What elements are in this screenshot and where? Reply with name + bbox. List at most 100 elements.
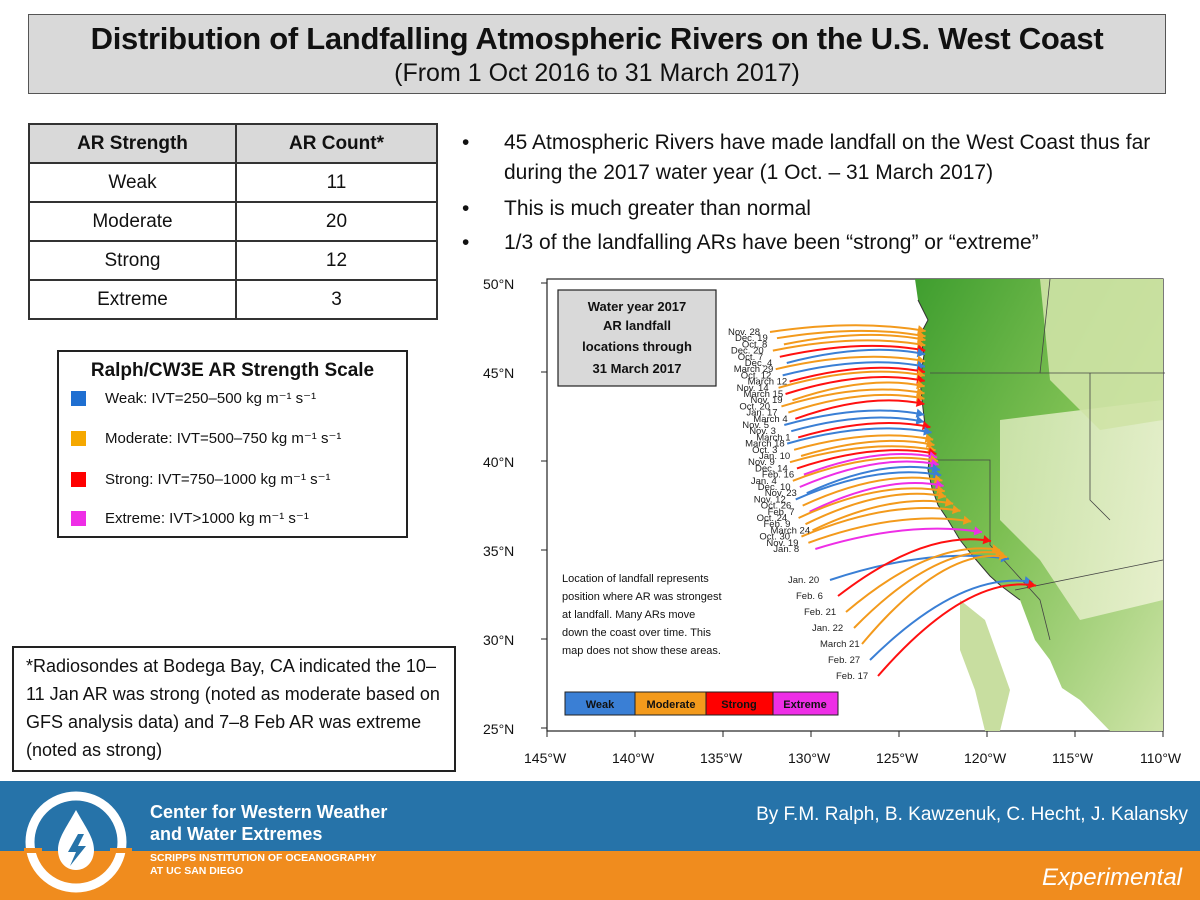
ar-date-label: Oct. 8: [742, 339, 767, 350]
cw3e-logo-icon: [24, 791, 132, 893]
authors-credit: By F.M. Ralph, B. Kawzenuk, C. Hecht, J.…: [756, 804, 1188, 825]
ar-arrow: [845, 547, 1001, 613]
table-cell-strength: Moderate: [28, 201, 237, 242]
ar-arrow: [786, 348, 926, 364]
lat-label: 45°N: [483, 365, 514, 381]
ar-arrow: [792, 456, 939, 482]
legend-label: Extreme: [783, 699, 826, 711]
strength-scale-box: Ralph/CW3E AR Strength Scale Weak: IVT=2…: [57, 350, 408, 538]
ar-arrowhead: [921, 421, 931, 431]
org-affiliation-line: AT UC SAN DIEGO: [150, 865, 244, 877]
lon-label: 110°W: [1140, 750, 1182, 766]
ar-arrow: [796, 449, 937, 470]
lon-label: 145°W: [524, 750, 567, 766]
ar-arrowhead: [1027, 579, 1036, 589]
ar-date-label: Feb. 7: [768, 507, 795, 518]
ar-arrow: [769, 324, 926, 333]
ar-arrowhead: [962, 515, 972, 525]
lon-label: 115°W: [1052, 750, 1094, 766]
ar-date-label: March 24: [771, 525, 811, 536]
ar-arrow: [806, 465, 941, 495]
map-legend: Weak Moderate Strong Extreme: [564, 691, 839, 716]
ar-arrow: [812, 499, 954, 532]
ar-date-label: March 4: [753, 414, 787, 425]
ar-arrowhead: [932, 469, 942, 479]
ar-arrowhead: [916, 380, 925, 390]
ar-arrow: [837, 538, 992, 597]
ar-arrow: [815, 527, 983, 550]
ar-arrow: [794, 399, 925, 420]
experimental-label: Experimental: [1041, 864, 1182, 891]
ar-date-label: Jan. 17: [746, 408, 777, 419]
ar-arrow: [792, 381, 925, 402]
bullet-item: 1/3 of the landfalling ARs have been “st…: [462, 228, 1192, 258]
ar-date-label: Nov. 28: [728, 327, 760, 338]
ar-date-label: Jan. 10: [759, 451, 790, 462]
ar-date-label: Oct. 12: [741, 370, 772, 381]
footer-band: [0, 781, 1200, 851]
org-name: Center for Western Weather and Water Ext…: [150, 801, 387, 845]
ar-arrow: [784, 409, 925, 426]
table-cell-count: 12: [235, 240, 438, 281]
ar-arrow: [797, 421, 931, 439]
ar-date-label: March 15: [744, 389, 784, 400]
ar-date-label: Jan. 20: [788, 575, 819, 586]
table-row: Moderate 20: [28, 201, 438, 242]
ar-date-label: Jan. 8: [773, 544, 799, 555]
table-cell-count: 11: [235, 162, 438, 203]
scale-item-strong: Strong: IVT=750–1000 kg m⁻¹ s⁻¹: [71, 470, 331, 488]
ar-date-label: Feb. 6: [796, 591, 823, 602]
ar-date-label: Oct. 3: [752, 445, 777, 456]
ar-date-label: Nov. 3: [749, 426, 776, 437]
ar-landfall-map: 50°N 45°N 40°N 35°N 30°N 25°N 145°W 140°…: [483, 276, 1182, 766]
ar-date-label: Dec. 19: [735, 333, 768, 344]
page-subtitle: (From 1 Oct 2016 to 31 March 2017): [394, 59, 800, 87]
ar-arrowhead: [923, 426, 932, 436]
ar-arrowhead: [925, 438, 935, 448]
table-header-count: AR Count*: [235, 123, 438, 164]
summary-bullets: 45 Atmospheric Rivers have made landfall…: [462, 128, 1192, 258]
scale-label: Moderate: IVT=500–750 kg m⁻¹ s⁻¹: [105, 430, 342, 447]
lat-label: 35°N: [483, 543, 514, 559]
ar-date-label: March 29: [734, 364, 774, 375]
title-box: Distribution of Landfalling Atmospheric …: [28, 14, 1166, 94]
ar-arrow: [779, 344, 926, 358]
ar-arrowhead: [924, 433, 934, 443]
ar-date-label: Nov. 12: [754, 494, 786, 505]
org-name-line: and Water Extremes: [150, 824, 323, 844]
table-cell-count: 20: [235, 201, 438, 242]
ar-date-label: Feb. 27: [828, 655, 860, 666]
bullet-item: This is much greater than normal: [462, 194, 1192, 224]
map-caption-line: at landfall. Many ARs move: [562, 609, 695, 621]
org-affiliation: SCRIPPS INSTITUTION OF OCEANOGRAPHY AT U…: [150, 852, 376, 878]
ar-arrow: [776, 329, 926, 340]
weak-swatch: [71, 390, 86, 406]
inset-title-box: [557, 289, 717, 387]
table-header-strength: AR Strength: [28, 123, 237, 164]
ar-arrowhead: [915, 415, 925, 425]
scale-title: Ralph/CW3E AR Strength Scale: [90, 360, 375, 381]
ar-arrow: [788, 393, 925, 414]
table-header-row: AR Strength AR Count*: [28, 123, 438, 164]
lat-label: 50°N: [483, 276, 514, 292]
ar-date-label: Jan. 22: [812, 623, 843, 634]
legend-label: Strong: [721, 699, 756, 711]
ar-arrow: [805, 492, 947, 526]
ar-arrow: [853, 551, 1004, 629]
lon-label: 120°W: [964, 750, 1007, 766]
inset-title-line: Water year 2017: [588, 299, 687, 314]
ar-date-label: Oct. 24: [757, 513, 788, 524]
ar-date-label: Nov. 14: [737, 383, 769, 394]
ar-count-table: AR Strength AR Count* Weak 11 Moderate 2…: [28, 123, 438, 320]
ar-date-label: Jan. 4: [751, 476, 777, 487]
ar-arrowhead: [991, 544, 1000, 554]
ar-date-label: March 21: [820, 639, 860, 650]
moderate-swatch: [71, 430, 86, 446]
map-caption-line: position where AR was strongest: [562, 591, 722, 603]
table-row: Weak 11: [28, 162, 438, 203]
org-affiliation-line: SCRIPPS INSTITUTION OF OCEANOGRAPHY: [150, 852, 377, 864]
ar-arrow: [783, 333, 926, 346]
ar-arrowhead: [937, 490, 946, 500]
ar-date-label: Dec. 20: [731, 346, 764, 357]
ar-date-label: March 12: [748, 377, 788, 388]
